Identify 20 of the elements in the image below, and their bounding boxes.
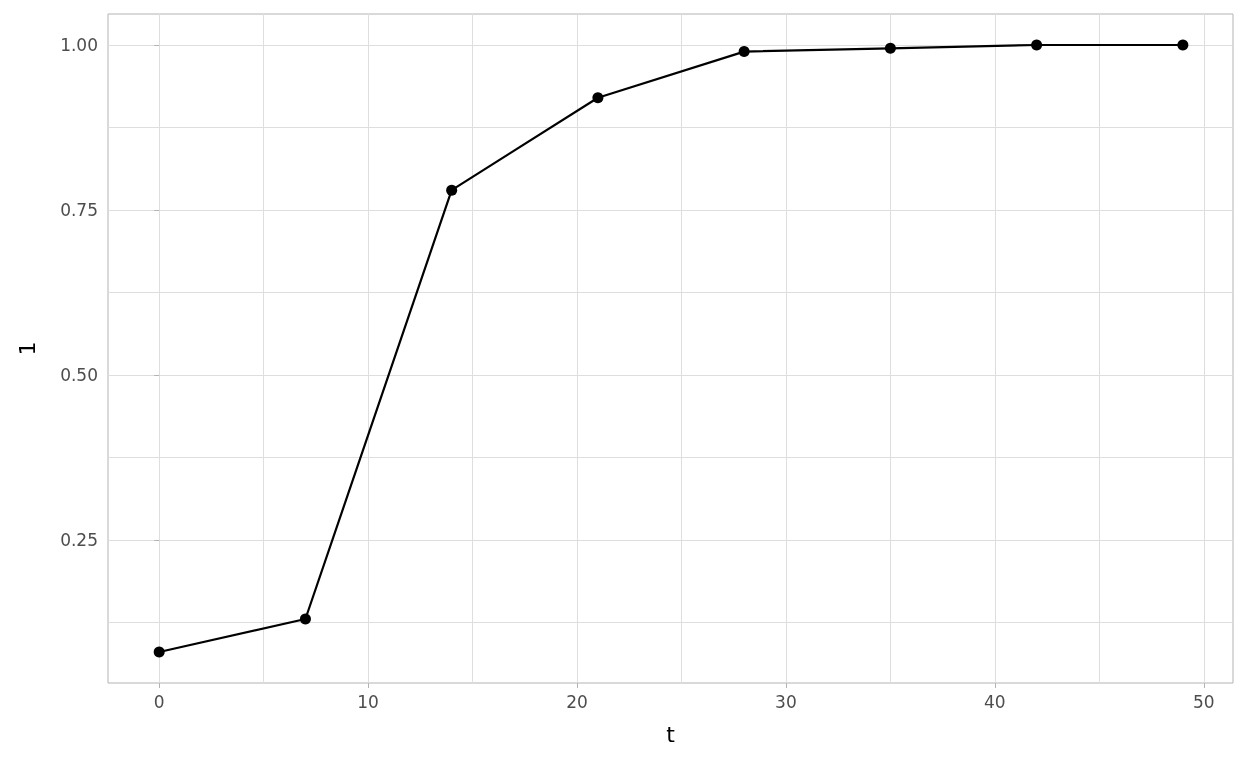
x-axis-title: t (666, 721, 676, 747)
point (884, 42, 896, 54)
y-tick-label: 0.50 (60, 364, 98, 385)
y-tick-label: 0.75 (60, 199, 98, 220)
point (1177, 39, 1189, 51)
point (299, 613, 311, 625)
x-tick-label: 40 (984, 691, 1006, 712)
point (446, 184, 458, 196)
point (1031, 39, 1043, 51)
x-tick-label: 0 (153, 691, 165, 712)
point (592, 92, 604, 104)
point (153, 646, 165, 658)
x-tick-label: 30 (775, 691, 797, 712)
point (738, 46, 750, 58)
y-tick-label: 0.25 (60, 529, 98, 550)
y-axis-title: 1 (14, 341, 40, 356)
y-tick-label: 1.00 (60, 35, 98, 56)
x-tick-label: 20 (566, 691, 588, 712)
x-tick-label: 50 (1192, 691, 1215, 712)
x-tick-label: 10 (357, 691, 379, 712)
